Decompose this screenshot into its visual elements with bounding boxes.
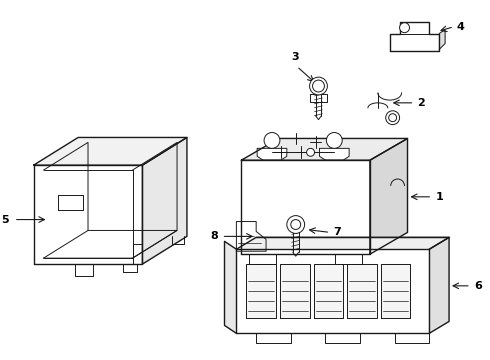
Polygon shape [242, 160, 370, 254]
Text: 4: 4 [457, 22, 465, 32]
Polygon shape [390, 22, 439, 51]
Circle shape [386, 111, 399, 125]
Polygon shape [257, 148, 287, 160]
Polygon shape [236, 221, 266, 251]
Circle shape [399, 23, 410, 33]
Circle shape [287, 216, 305, 233]
Polygon shape [246, 264, 276, 319]
Text: 1: 1 [435, 192, 443, 202]
Text: 8: 8 [211, 231, 219, 242]
Polygon shape [370, 139, 408, 254]
Polygon shape [143, 138, 187, 264]
Polygon shape [280, 264, 310, 319]
Polygon shape [381, 264, 411, 319]
Polygon shape [439, 30, 445, 49]
Circle shape [313, 80, 324, 92]
Text: 6: 6 [474, 281, 482, 291]
Polygon shape [34, 138, 187, 165]
Polygon shape [429, 237, 449, 333]
Polygon shape [236, 249, 429, 333]
Text: 3: 3 [291, 52, 298, 62]
Polygon shape [347, 264, 377, 319]
Circle shape [307, 148, 315, 156]
Polygon shape [314, 264, 343, 319]
Polygon shape [310, 94, 327, 102]
Polygon shape [34, 165, 143, 264]
Polygon shape [224, 241, 236, 333]
Circle shape [264, 132, 280, 148]
Circle shape [389, 114, 396, 122]
Polygon shape [319, 148, 349, 160]
Polygon shape [242, 139, 408, 160]
Circle shape [310, 77, 327, 95]
Text: 2: 2 [417, 98, 425, 108]
Text: 5: 5 [1, 215, 9, 225]
Circle shape [326, 132, 342, 148]
Circle shape [291, 220, 301, 229]
Polygon shape [236, 237, 449, 249]
Text: 7: 7 [333, 228, 341, 238]
